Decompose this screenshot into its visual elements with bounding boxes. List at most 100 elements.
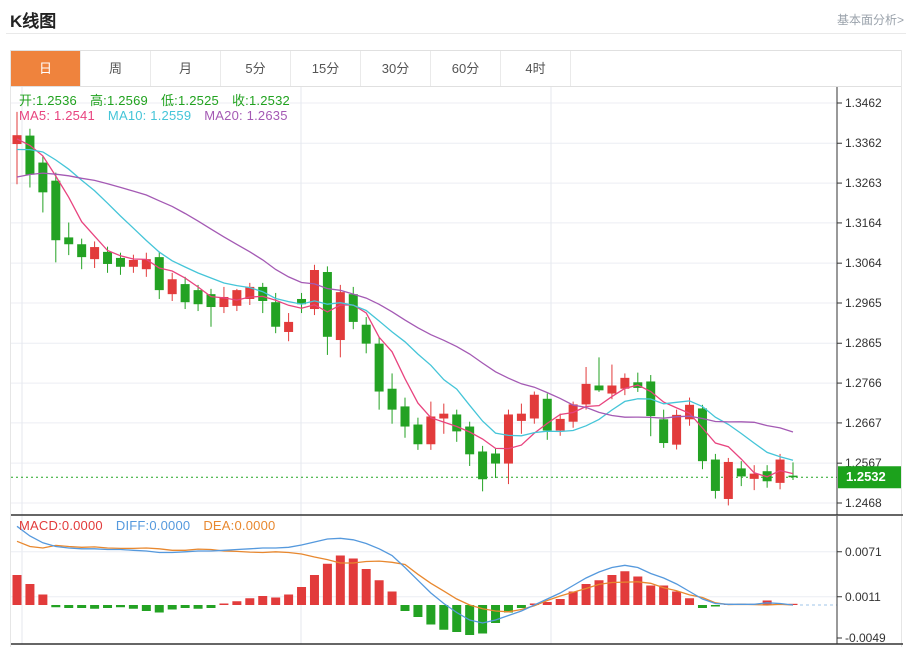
macd-tick-label: 0.0071: [845, 545, 882, 559]
candle: [542, 398, 552, 431]
ma10-line: [16, 148, 794, 461]
header-divider: [6, 33, 906, 34]
page-title: K线图: [10, 12, 57, 31]
macd-bar: [348, 558, 358, 605]
tab-5分[interactable]: 5分: [221, 51, 291, 86]
macd-bar: [426, 605, 436, 625]
macd-tick-label: 0.0011: [845, 590, 881, 604]
candle: [115, 257, 125, 267]
macd-bar: [25, 584, 35, 605]
candle: [374, 343, 384, 392]
macd-bar: [90, 605, 100, 609]
macd-bar: [193, 605, 203, 609]
macd-bar: [232, 601, 242, 605]
macd-bar: [322, 563, 332, 605]
candle: [284, 321, 294, 332]
candle: [258, 286, 268, 301]
price-tick-label: 1.3362: [845, 136, 882, 150]
candle: [503, 414, 513, 464]
candle: [452, 414, 462, 432]
candle: [64, 237, 74, 245]
macd-bar: [516, 605, 526, 608]
macd-bar: [38, 594, 48, 605]
price-tick-label: 1.2667: [845, 416, 882, 430]
macd-bar: [141, 605, 151, 611]
macd-bar: [413, 605, 423, 617]
macd-bar: [503, 605, 513, 613]
tab-30分[interactable]: 30分: [361, 51, 431, 86]
tab-60分[interactable]: 60分: [431, 51, 501, 86]
macd-bar: [258, 596, 268, 605]
price-tick-label: 1.3263: [845, 176, 882, 190]
macd-bar: [245, 598, 255, 605]
macd-bar: [672, 591, 682, 605]
candle: [309, 270, 319, 310]
candle: [232, 290, 242, 306]
candle: [594, 385, 604, 391]
candle: [710, 459, 720, 491]
last-price-badge-text: 1.2532: [846, 469, 886, 484]
price-tick-label: 1.2468: [845, 496, 882, 510]
grid-lines: [11, 87, 837, 644]
macd-panel: 0.0071 0.0011 -0.0049: [11, 516, 903, 645]
price-tick-label: 1.3164: [845, 216, 882, 230]
macd-bar: [620, 571, 630, 605]
candle: [555, 418, 565, 431]
diff-line: [16, 525, 794, 624]
tab-日[interactable]: 日: [11, 51, 81, 86]
macd-bar: [529, 603, 539, 605]
tab-周[interactable]: 周: [81, 51, 151, 86]
macd-bar: [491, 605, 501, 623]
price-tick-label: 1.3064: [845, 256, 882, 270]
last-price-badge: [838, 466, 901, 489]
candle: [491, 453, 501, 464]
macd-bar: [594, 580, 604, 605]
candle: [749, 473, 759, 479]
candle: [361, 324, 371, 344]
macd-bar: [568, 591, 578, 605]
candle: [659, 419, 669, 444]
candle: [400, 406, 410, 427]
kline-chart[interactable]: 1.3462 1.3362 1.3263 1.3164 1.3064 1.2965 1.28…: [11, 87, 903, 646]
candle: [348, 294, 358, 322]
candle: [219, 296, 229, 308]
candle: [387, 388, 397, 410]
chart-panel: 日周月 5分 15分 30分 60分 4时 开:1.2536 高:1.2569 低:1.252…: [10, 50, 903, 647]
tab-月[interactable]: 月: [151, 51, 221, 86]
candle: [685, 404, 695, 420]
candle: [620, 377, 630, 389]
macd-bar: [12, 575, 22, 605]
candle: [788, 475, 798, 478]
tab-4时[interactable]: 4时: [501, 51, 571, 86]
macd-bar: [697, 605, 707, 608]
ma5-line: [16, 138, 794, 478]
candle: [723, 461, 733, 499]
candle: [25, 135, 35, 175]
dea-line: [16, 540, 794, 613]
macd-bar: [154, 605, 164, 613]
macd-bar: [115, 605, 125, 608]
ma20-line: [16, 172, 794, 433]
candle: [607, 385, 617, 394]
candle: [581, 383, 591, 405]
candle: [128, 259, 138, 267]
macd-bar: [284, 594, 294, 605]
macd-bar: [167, 605, 177, 610]
macd-bar: [646, 585, 656, 605]
candle: [529, 394, 539, 419]
candle: [103, 251, 113, 264]
candle: [90, 247, 100, 260]
candle: [736, 468, 746, 477]
macd-bar: [659, 585, 669, 605]
tab-15分[interactable]: 15分: [291, 51, 361, 86]
period-tabs: 日周月 5分 15分 30分 60分 4时: [11, 50, 901, 87]
candle: [245, 286, 255, 299]
candle: [271, 302, 281, 327]
fundamental-analysis-link[interactable]: 基本面分析>: [836, 13, 904, 27]
macd-bar: [77, 605, 87, 608]
candle: [38, 162, 48, 193]
macd-bar: [103, 605, 113, 608]
macd-bar: [309, 575, 319, 605]
candle: [167, 279, 177, 295]
macd-bar: [271, 597, 281, 605]
